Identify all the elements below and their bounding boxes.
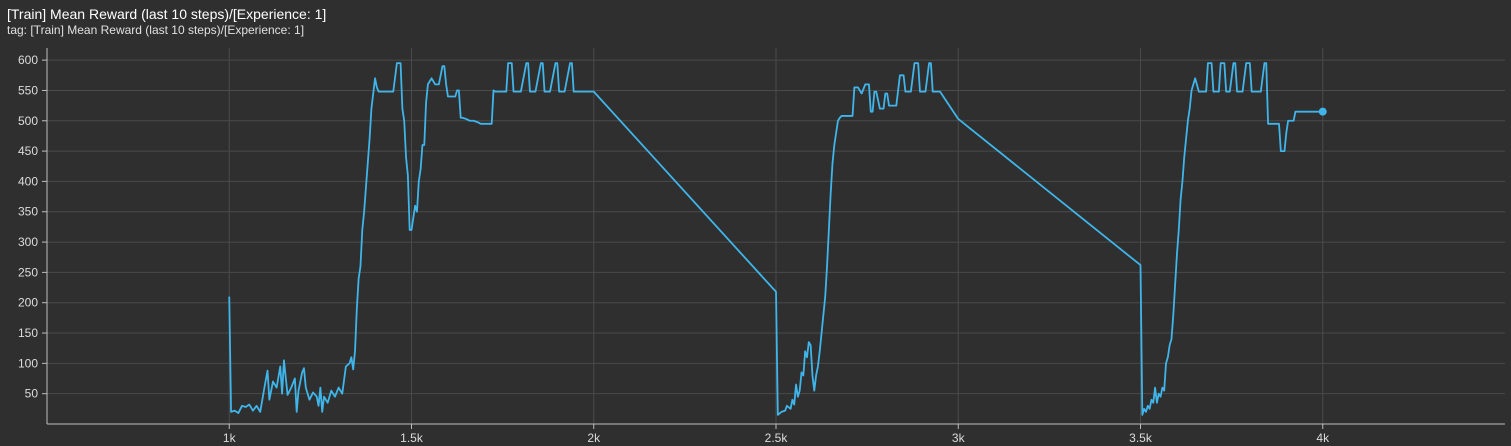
x-tick-label: 4k (1316, 431, 1330, 445)
grid-layer (47, 48, 1505, 424)
x-tick-label: 2.5k (765, 431, 789, 445)
axis-layer: 1k 1.5k 2k 2.5k 3k 3.5k 4k 50 100 150 200 250 300 350… (18, 48, 1505, 445)
x-tick-label: 3.5k (1129, 431, 1153, 445)
x-tick-label: 3k (952, 431, 966, 445)
x-tick-label: 1k (223, 431, 237, 445)
x-tick-label: 2k (587, 431, 601, 445)
y-tick-label: 250 (18, 265, 38, 279)
y-tick-label: 200 (18, 296, 38, 310)
y-tick-label: 350 (18, 205, 38, 219)
y-tick-label: 150 (18, 326, 38, 340)
series-layer (228, 62, 1327, 416)
x-tick-label: 1.5k (400, 431, 424, 445)
y-tick-label: 50 (25, 387, 39, 401)
chart-tag-label: tag: [Train] Mean Reward (last 10 steps)… (7, 23, 305, 37)
series-line (228, 62, 1323, 416)
y-tick-label: 500 (18, 114, 38, 128)
y-tick-label: 550 (18, 83, 38, 97)
y-tick-label: 600 (18, 53, 38, 67)
chart-title: [Train] Mean Reward (last 10 steps)/[Exp… (7, 6, 327, 22)
last-point-marker (1318, 107, 1327, 116)
y-tick-label: 450 (18, 144, 38, 158)
y-tick-label: 300 (18, 235, 38, 249)
y-tick-label: 100 (18, 356, 38, 370)
y-tick-label: 400 (18, 174, 38, 188)
